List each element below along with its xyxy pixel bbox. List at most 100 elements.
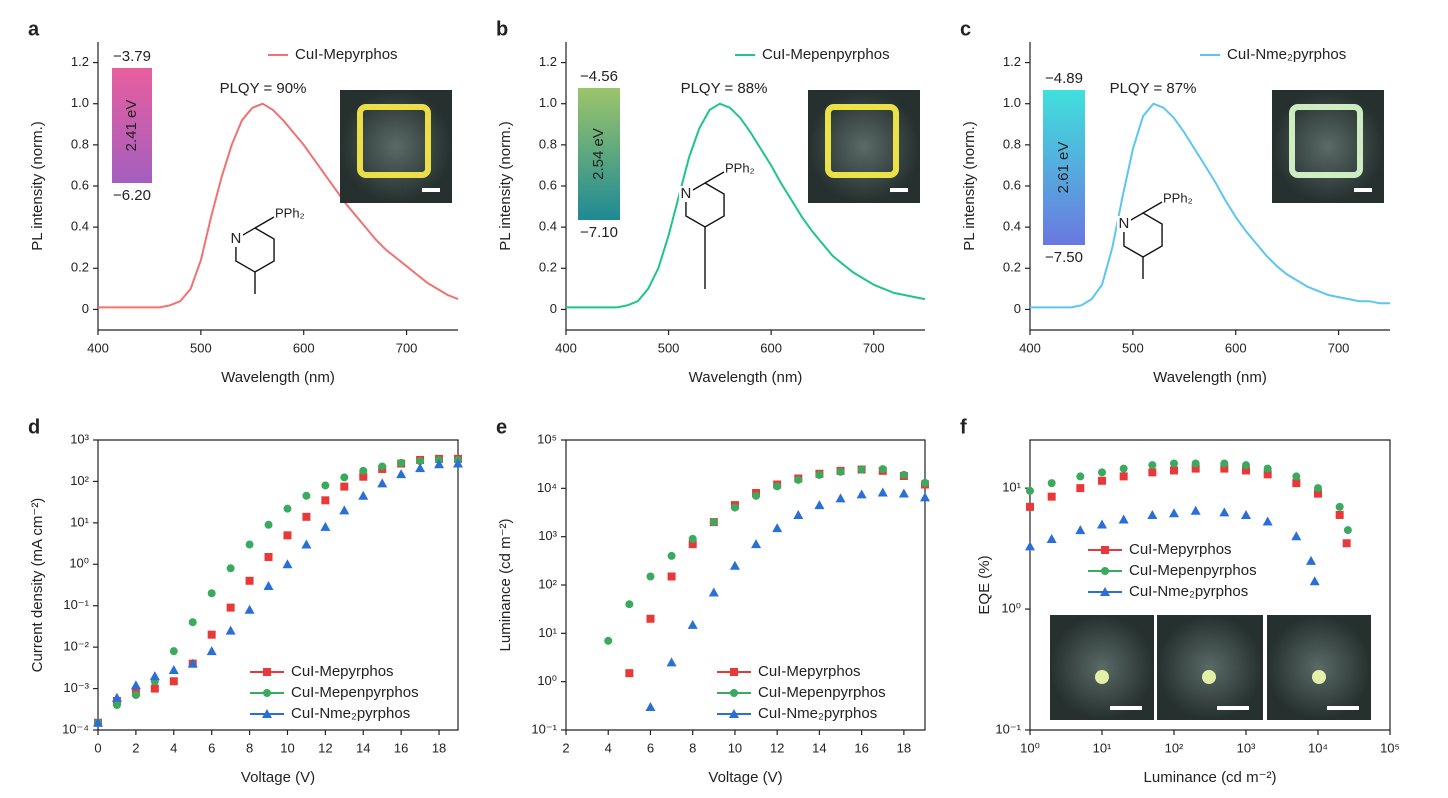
panel-label: c — [960, 18, 971, 40]
x-tick-label: 2 — [132, 740, 139, 755]
marker — [1169, 508, 1179, 518]
x-tick-label: 500 — [190, 340, 212, 355]
legend-label: CuI-Mepyrphos — [291, 663, 394, 680]
photo-glow — [357, 104, 431, 178]
photo-glow — [1202, 670, 1216, 684]
legend-marker — [263, 668, 271, 676]
x-tick-label: 10⁵ — [1380, 740, 1400, 755]
x-tick-label: 600 — [293, 340, 315, 355]
y-tick-label: 1.2 — [71, 54, 89, 69]
marker — [1241, 509, 1251, 519]
x-tick-label: 10 — [280, 740, 294, 755]
marker — [1148, 468, 1157, 477]
marker — [169, 647, 178, 656]
molecule-bond — [1142, 201, 1163, 214]
x-axis-label: Luminance (cd m⁻²) — [1144, 769, 1277, 786]
marker — [877, 487, 888, 497]
y-tick-label: 0.8 — [539, 136, 557, 151]
marker — [434, 459, 445, 469]
marker — [397, 458, 406, 467]
y-tick-label: 10⁻¹ — [531, 721, 557, 736]
y-tick-label: 1.2 — [1003, 54, 1021, 69]
marker — [730, 503, 739, 512]
legend-label: CuI-Nme₂pyrphos — [291, 705, 410, 722]
y-tick-label: 0.4 — [71, 219, 89, 234]
x-tick-label: 600 — [760, 340, 782, 355]
legend-label: CuI-Nme₂pyrphos — [758, 705, 877, 722]
marker — [321, 496, 330, 505]
marker — [168, 665, 179, 675]
y-tick-label: 10⁰ — [1001, 601, 1021, 616]
x-tick-label: 400 — [1019, 340, 1041, 355]
marker — [283, 531, 292, 540]
marker — [112, 701, 121, 710]
marker — [1098, 468, 1106, 477]
marker — [1119, 472, 1128, 481]
y-tick-label: 1.2 — [539, 54, 557, 69]
marker — [169, 677, 178, 686]
marker — [188, 618, 197, 627]
marker — [207, 630, 216, 639]
marker — [1046, 533, 1057, 543]
x-axis-label: Voltage (V) — [708, 769, 782, 786]
marker — [708, 587, 719, 597]
marker — [1242, 466, 1250, 475]
x-tick-label: 500 — [1122, 340, 1144, 355]
label-bg — [678, 186, 693, 202]
device-photo — [1050, 615, 1154, 720]
panel-label: a — [28, 18, 40, 40]
marker — [1219, 507, 1230, 517]
x-tick-label: 6 — [647, 740, 654, 755]
spectrum-line — [1030, 102, 1390, 309]
y-tick-label: 0.2 — [539, 260, 557, 275]
marker — [815, 470, 824, 479]
marker — [283, 504, 292, 513]
marker — [1335, 510, 1344, 519]
marker — [856, 489, 867, 499]
marker — [625, 600, 634, 609]
marker — [1075, 525, 1086, 535]
marker — [339, 505, 350, 515]
spectrum-line — [566, 102, 926, 309]
y-tick-label: 10³ — [70, 431, 89, 446]
marker — [302, 491, 311, 500]
legend-label: CuI-Mepyrphos — [758, 663, 861, 680]
marker — [667, 572, 676, 581]
marker — [1118, 514, 1129, 524]
marker — [729, 560, 740, 570]
marker — [207, 589, 216, 598]
marker — [1220, 459, 1229, 468]
structure-label: N — [681, 185, 692, 202]
marker — [396, 469, 407, 479]
marker — [226, 564, 235, 573]
marker — [835, 493, 846, 503]
marker — [1076, 484, 1085, 493]
marker — [206, 646, 217, 656]
x-tick-label: 10³ — [1237, 740, 1256, 755]
structure-label: N — [1119, 215, 1130, 232]
marker — [150, 684, 159, 693]
x-tick-label: 10 — [728, 740, 742, 755]
y-tick-label: 10⁰ — [537, 673, 557, 688]
marker — [1026, 502, 1034, 511]
y-tick-label: 10¹ — [538, 625, 557, 640]
y-tick-label: 10³ — [538, 528, 557, 543]
y-axis-label: PL intensity (norm.) — [497, 121, 514, 251]
legend-label: CuI-Mepyrphos — [1129, 541, 1232, 558]
panel-label: f — [960, 416, 967, 438]
y-tick-label: 10⁴ — [537, 480, 557, 495]
x-tick-label: 600 — [1225, 340, 1247, 355]
y-tick-label: 10¹ — [70, 514, 89, 529]
marker — [453, 458, 463, 468]
marker — [646, 572, 655, 581]
y-tick-label: 0.6 — [71, 177, 89, 192]
marker — [1335, 502, 1344, 511]
x-tick-label: 6 — [208, 740, 215, 755]
marker — [378, 462, 387, 471]
axis — [97, 439, 459, 731]
energy-level: −7.50 — [1045, 249, 1083, 266]
marker — [857, 465, 866, 474]
y-tick-label: 10⁻¹ — [63, 597, 89, 612]
marker — [320, 521, 331, 531]
marker — [131, 690, 140, 699]
